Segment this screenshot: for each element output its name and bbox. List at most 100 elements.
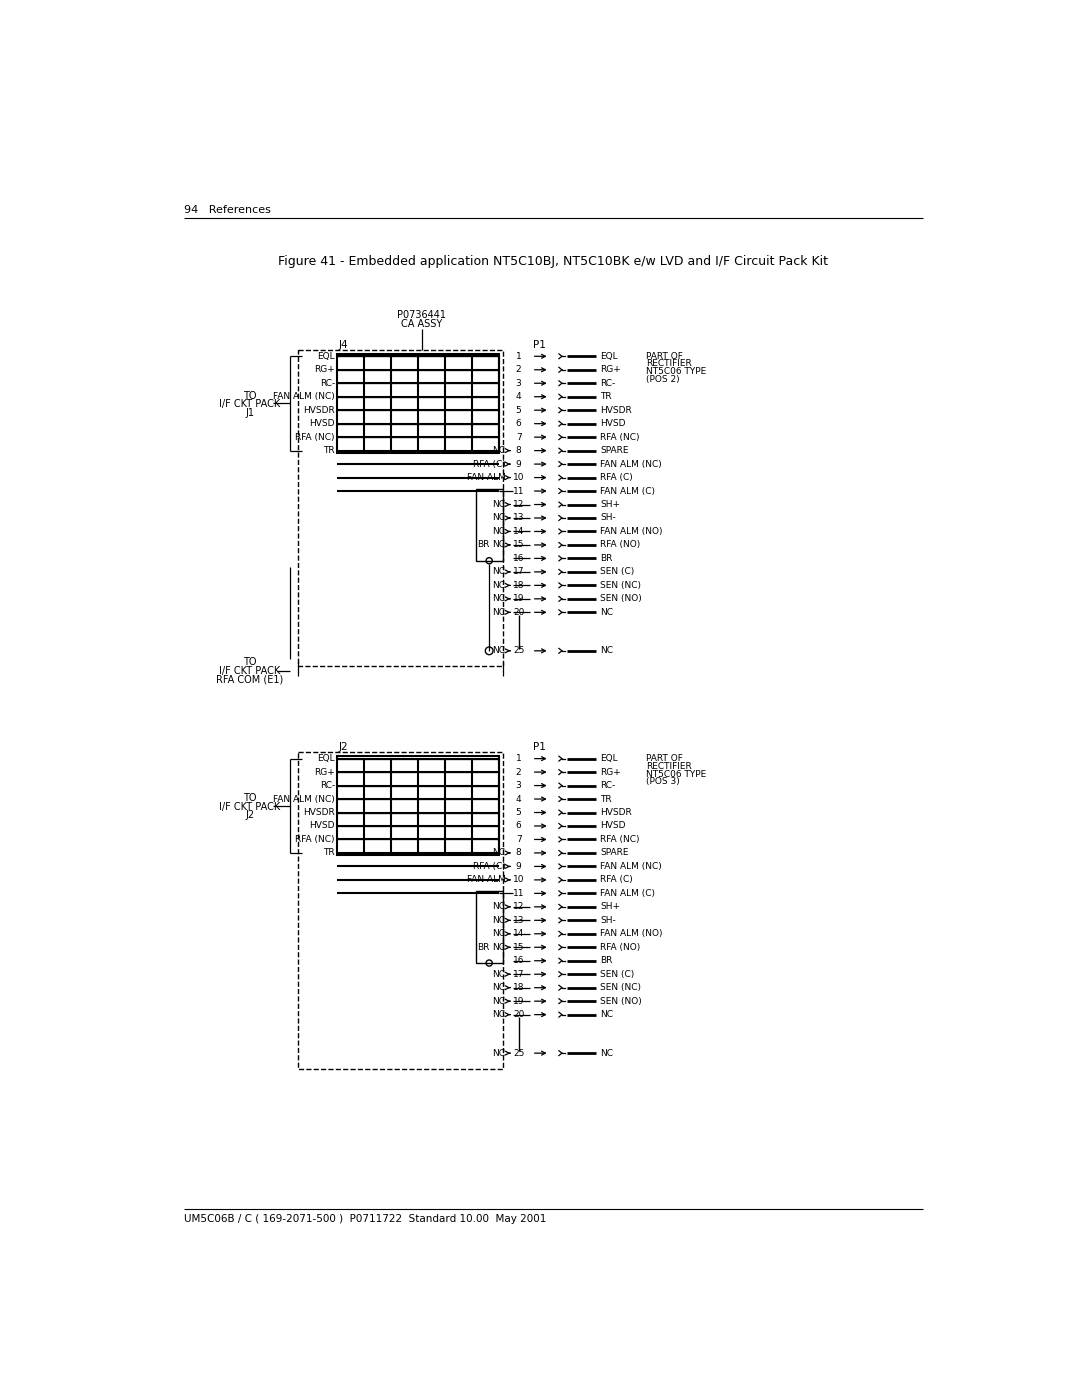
Text: NC: NC	[492, 594, 505, 604]
Text: SEN (NO): SEN (NO)	[600, 594, 642, 604]
Text: SEN (C): SEN (C)	[600, 970, 634, 979]
Text: TO: TO	[243, 658, 256, 668]
Text: 16: 16	[513, 956, 525, 965]
Text: P1: P1	[534, 742, 546, 752]
Text: 10: 10	[513, 474, 525, 482]
Text: TR: TR	[323, 446, 335, 455]
Text: NC: NC	[492, 446, 505, 455]
Text: RC-: RC-	[320, 379, 335, 388]
Text: 16: 16	[513, 555, 525, 563]
Text: PART OF: PART OF	[647, 754, 684, 763]
Text: NC: NC	[600, 1010, 613, 1020]
Text: SEN (NC): SEN (NC)	[600, 581, 642, 590]
Text: BR: BR	[600, 555, 612, 563]
Text: P1: P1	[534, 339, 546, 349]
Bar	[298, 753, 503, 1069]
Text: 8: 8	[516, 848, 522, 858]
Text: HVSDR: HVSDR	[600, 405, 632, 415]
Text: 12: 12	[513, 902, 524, 911]
Text: RFA (NC): RFA (NC)	[296, 835, 335, 844]
Text: 12: 12	[513, 500, 524, 509]
Text: FAN ALM (NO): FAN ALM (NO)	[600, 527, 662, 536]
Bar	[337, 756, 499, 855]
Text: TR: TR	[600, 393, 611, 401]
Text: 17: 17	[513, 567, 525, 577]
Text: RFA (NC): RFA (NC)	[600, 835, 639, 844]
Text: NC: NC	[492, 581, 505, 590]
Text: 94   References: 94 References	[184, 205, 271, 215]
Text: Figure 41 - Embedded application NT5C10BJ, NT5C10BK e/w LVD and I/F Circuit Pack: Figure 41 - Embedded application NT5C10B…	[279, 256, 828, 268]
Text: 1: 1	[516, 352, 522, 360]
Text: RFA (NC): RFA (NC)	[600, 433, 639, 441]
Text: HVSD: HVSD	[310, 419, 335, 427]
Text: 13: 13	[513, 514, 525, 522]
Text: J4: J4	[339, 339, 349, 349]
Text: EQL: EQL	[600, 754, 618, 763]
Text: 3: 3	[516, 781, 522, 791]
Text: TR: TR	[323, 848, 335, 858]
Text: NC: NC	[600, 608, 613, 617]
Text: NC: NC	[492, 567, 505, 577]
Text: 6: 6	[516, 821, 522, 830]
Text: I/F CKT PACK: I/F CKT PACK	[219, 400, 281, 409]
Text: HVSDR: HVSDR	[303, 807, 335, 817]
Text: SH-: SH-	[600, 916, 616, 925]
Text: NC: NC	[492, 943, 505, 951]
Text: FAN ALM (C): FAN ALM (C)	[600, 486, 654, 496]
Text: HVSD: HVSD	[600, 419, 625, 427]
Text: RG+: RG+	[600, 767, 621, 777]
Text: 2: 2	[516, 365, 522, 374]
Text: FAN ALM (NC): FAN ALM (NC)	[273, 393, 335, 401]
Text: RFA (NO): RFA (NO)	[600, 943, 640, 951]
Text: RG+: RG+	[314, 767, 335, 777]
Text: NT5C06 TYPE: NT5C06 TYPE	[647, 367, 706, 376]
Text: 25: 25	[513, 647, 524, 655]
Text: (POS 2): (POS 2)	[647, 374, 680, 384]
Text: RECTIFIER: RECTIFIER	[647, 359, 692, 369]
Text: RG+: RG+	[314, 365, 335, 374]
Text: BR: BR	[600, 956, 612, 965]
Text: RFA (NO): RFA (NO)	[600, 541, 640, 549]
Text: I/F CKT PACK: I/F CKT PACK	[219, 802, 281, 812]
Text: 1: 1	[516, 754, 522, 763]
Text: BR: BR	[477, 943, 490, 951]
Text: RFA (NC): RFA (NC)	[296, 433, 335, 441]
Text: SH-: SH-	[600, 514, 616, 522]
Text: NT5C06 TYPE: NT5C06 TYPE	[647, 770, 706, 778]
Text: 17: 17	[513, 970, 525, 979]
Text: 10: 10	[513, 876, 525, 884]
Text: CA ASSY: CA ASSY	[401, 319, 443, 328]
Text: SPARE: SPARE	[600, 446, 629, 455]
Text: FAN ALM (NO): FAN ALM (NO)	[600, 929, 662, 939]
Text: NC: NC	[492, 983, 505, 992]
Text: 18: 18	[513, 581, 525, 590]
Text: SEN (NC): SEN (NC)	[600, 983, 642, 992]
Text: RFA COM (E1): RFA COM (E1)	[216, 675, 283, 685]
Text: 8: 8	[516, 446, 522, 455]
Text: 20: 20	[513, 608, 524, 617]
Text: SPARE: SPARE	[600, 848, 629, 858]
Text: HVSDR: HVSDR	[600, 807, 632, 817]
Text: HVSD: HVSD	[600, 821, 625, 830]
Text: TO: TO	[243, 793, 256, 803]
Text: NC: NC	[600, 647, 613, 655]
Text: NC: NC	[492, 970, 505, 979]
Text: RG+: RG+	[600, 365, 621, 374]
Bar	[337, 353, 499, 453]
Text: FAN ALM: FAN ALM	[467, 474, 505, 482]
Text: 5: 5	[516, 405, 522, 415]
Text: SEN (NO): SEN (NO)	[600, 996, 642, 1006]
Text: 6: 6	[516, 419, 522, 427]
Text: 11: 11	[513, 486, 525, 496]
Text: 18: 18	[513, 983, 525, 992]
Text: 4: 4	[516, 795, 522, 803]
Text: I/F CKT PACK: I/F CKT PACK	[219, 666, 281, 676]
Text: TR: TR	[600, 795, 611, 803]
Text: UM5C06B / C ( 169-2071-500 )  P0711722  Standard 10.00  May 2001: UM5C06B / C ( 169-2071-500 ) P0711722 St…	[184, 1214, 546, 1224]
Text: EQL: EQL	[318, 754, 335, 763]
Bar	[476, 489, 503, 560]
Text: FAN ALM (NC): FAN ALM (NC)	[600, 862, 662, 870]
Text: FAN ALM (NC): FAN ALM (NC)	[600, 460, 662, 468]
Text: RFA (C): RFA (C)	[473, 862, 505, 870]
Text: P0736441: P0736441	[397, 310, 446, 320]
